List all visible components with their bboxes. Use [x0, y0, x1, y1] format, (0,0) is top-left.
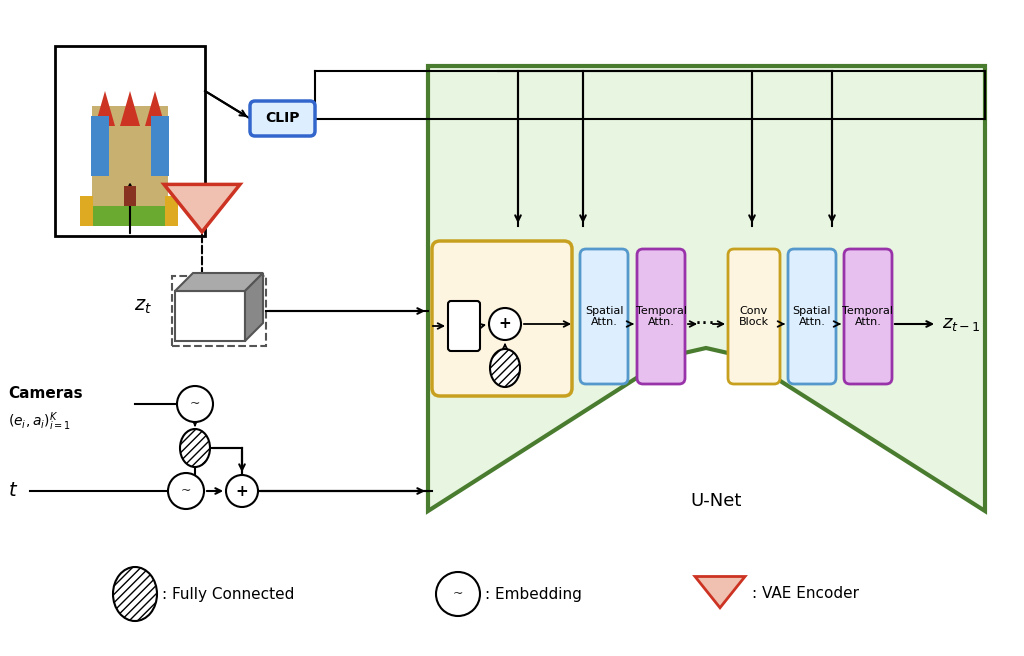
Polygon shape — [175, 291, 245, 341]
FancyBboxPatch shape — [580, 249, 628, 384]
Polygon shape — [120, 91, 140, 126]
Text: U-Net: U-Net — [691, 492, 742, 510]
FancyBboxPatch shape — [728, 249, 780, 384]
Text: Cameras: Cameras — [8, 386, 83, 401]
Polygon shape — [95, 91, 115, 126]
Polygon shape — [145, 91, 165, 126]
FancyBboxPatch shape — [250, 101, 315, 136]
Circle shape — [168, 473, 204, 509]
FancyBboxPatch shape — [844, 249, 892, 384]
Polygon shape — [175, 273, 263, 291]
Text: Spatial
Attn.: Spatial Attn. — [585, 306, 624, 327]
Polygon shape — [428, 66, 985, 511]
Bar — [172, 276, 266, 346]
Polygon shape — [85, 201, 175, 226]
Ellipse shape — [490, 349, 520, 387]
Circle shape — [226, 475, 258, 507]
Text: $z_t$: $z_t$ — [134, 297, 152, 316]
Polygon shape — [245, 273, 263, 341]
Text: +: + — [499, 316, 511, 331]
Text: +: + — [236, 483, 249, 499]
Bar — [151, 116, 169, 176]
FancyBboxPatch shape — [637, 249, 685, 384]
Text: Conv
Block: Conv Block — [739, 306, 769, 327]
Text: $(e_i, a_i)_{i=1}^K$: $(e_i, a_i)_{i=1}^K$ — [8, 411, 72, 434]
Text: ~: ~ — [181, 485, 191, 497]
FancyBboxPatch shape — [449, 301, 480, 351]
Polygon shape — [164, 184, 240, 232]
Circle shape — [177, 386, 213, 422]
Text: $z_{t-1}$: $z_{t-1}$ — [942, 315, 981, 333]
Ellipse shape — [113, 567, 157, 621]
Text: ~: ~ — [189, 398, 201, 411]
Text: : Embedding: : Embedding — [485, 586, 582, 602]
Text: Temporal
Attn.: Temporal Attn. — [843, 306, 894, 327]
Text: ···: ··· — [694, 314, 716, 334]
Bar — [55, 46, 205, 236]
Text: Temporal
Attn.: Temporal Attn. — [636, 306, 686, 327]
FancyBboxPatch shape — [788, 249, 836, 384]
Ellipse shape — [180, 429, 210, 467]
Bar — [91, 116, 109, 176]
Bar — [165, 196, 178, 226]
Text: : Fully Connected: : Fully Connected — [162, 586, 294, 602]
Circle shape — [489, 308, 521, 340]
Text: $t$: $t$ — [8, 482, 18, 501]
Bar — [80, 196, 93, 226]
Circle shape — [436, 572, 480, 616]
Bar — [124, 186, 136, 206]
Polygon shape — [695, 577, 745, 607]
Text: ~: ~ — [453, 588, 463, 600]
Text: : VAE Encoder: : VAE Encoder — [752, 586, 859, 602]
Polygon shape — [92, 106, 168, 206]
Text: Spatial
Attn.: Spatial Attn. — [793, 306, 831, 327]
Text: CLIP: CLIP — [265, 112, 300, 125]
FancyBboxPatch shape — [432, 241, 572, 396]
